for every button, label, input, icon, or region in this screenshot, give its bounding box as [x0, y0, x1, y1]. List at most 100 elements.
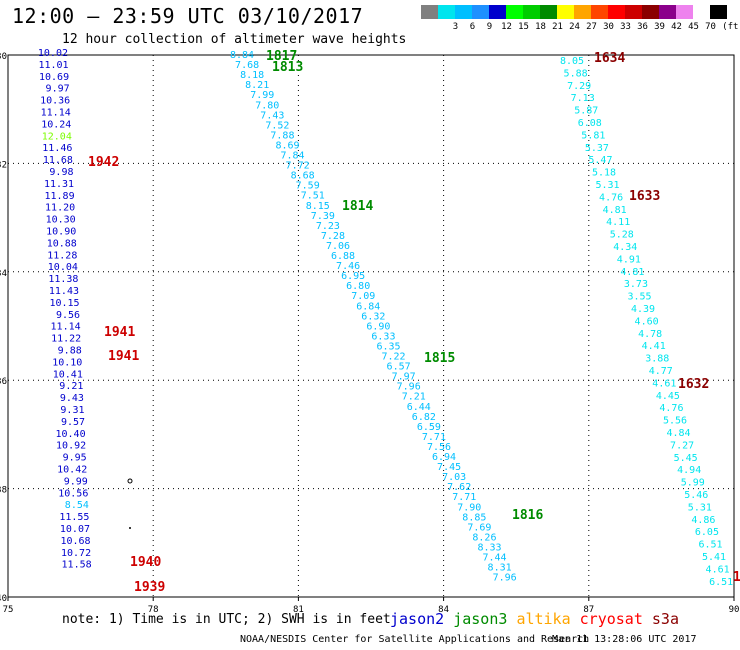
scale-swatch	[472, 5, 489, 19]
wave-height-value: 5.37	[585, 143, 609, 154]
scale-label: 18	[535, 22, 546, 32]
pass-number-label: 1634	[594, 51, 625, 66]
wave-height-value: 5.31	[688, 502, 712, 513]
wave-height-value: 10.90	[46, 227, 76, 238]
wave-height-value: 10.04	[48, 262, 78, 273]
wave-height-value: 10.36	[40, 96, 70, 107]
scale-label: 6	[469, 22, 476, 32]
wave-height-value: 8.33	[477, 542, 501, 553]
wave-height-value: 7.09	[351, 291, 375, 302]
wave-height-value: 7.51	[301, 191, 325, 202]
wave-height-value: 7.45	[437, 462, 461, 473]
wave-height-value: 4.41	[642, 341, 666, 352]
wave-height-value: 7.28	[321, 231, 345, 242]
scale-unit: (ft)	[722, 22, 740, 32]
pass-number-label: 1817	[266, 49, 297, 64]
wave-height-value: 8.05	[560, 56, 584, 67]
wave-height-value: 5.47	[588, 155, 612, 166]
scale-swatch	[523, 5, 540, 19]
wave-height-value: 8.69	[275, 140, 299, 151]
wave-height-value: 10.24	[41, 119, 71, 130]
wave-height-value: 11.43	[49, 286, 79, 297]
credit-line: NOAA/NESDIS Center for Satellite Applica…	[240, 634, 590, 645]
wave-height-value: 9.43	[60, 393, 84, 404]
wave-height-value: 9.21	[59, 381, 83, 392]
wave-height-value: 6.94	[432, 452, 456, 463]
chart-subtitle: 12 hour collection of altimeter wave hei…	[62, 32, 407, 47]
x-tick-label: 78	[148, 605, 159, 615]
scale-label: 30	[603, 22, 614, 32]
pass-number-label: 1941	[108, 349, 139, 364]
wave-height-value: 9.56	[56, 310, 80, 321]
wave-height-value: 8.54	[65, 500, 89, 511]
wave-height-value: 9.99	[64, 476, 88, 487]
wave-height-value: 5.87	[574, 106, 598, 117]
wave-height-value: 5.46	[684, 490, 708, 501]
wave-height-value: 10.56	[58, 488, 88, 499]
wave-height-value: 7.27	[670, 440, 694, 451]
wave-height-value: 4.94	[677, 465, 701, 476]
pass-number-label: 1	[733, 570, 740, 585]
scale-swatch	[557, 5, 574, 19]
x-tick-label: 81	[293, 605, 304, 615]
wave-height-value: 4.81	[603, 205, 627, 216]
wave-height-value: 11.20	[45, 203, 75, 214]
wave-height-value: 10.69	[39, 72, 69, 83]
wave-height-value: 11.89	[44, 191, 74, 202]
scale-swatch	[540, 5, 557, 19]
satellite-legend: jason2 jason3 altika cryosat s3a	[390, 610, 679, 628]
legend-altika: altika	[516, 610, 580, 628]
pass-number-label: 1941	[104, 325, 135, 340]
wave-height-value: 7.46	[336, 261, 360, 272]
scale-swatch	[455, 5, 472, 19]
wave-height-value: 5.41	[702, 552, 726, 563]
wave-height-value: 10.41	[53, 369, 83, 380]
wave-height-value: 4.76	[599, 192, 623, 203]
wave-height-value: 7.21	[402, 392, 426, 403]
wave-height-value: 8.26	[472, 532, 496, 543]
wave-height-value: 9.57	[61, 417, 85, 428]
wave-height-value: 6.59	[417, 422, 441, 433]
wave-height-value: 7.22	[382, 352, 406, 363]
wave-height-value: 7.97	[392, 372, 416, 383]
wave-height-value: 11.01	[38, 60, 68, 71]
wave-height-value: 5.45	[674, 453, 698, 464]
wave-height-value: 6.32	[361, 311, 385, 322]
scale-label: 9	[486, 22, 493, 32]
wave-height-value: 6.35	[376, 341, 400, 352]
wave-height-value: 7.03	[442, 472, 466, 483]
wave-height-value: 7.52	[265, 120, 289, 131]
scale-label: 39	[654, 22, 665, 32]
wave-height-value: 7.43	[260, 110, 284, 121]
wave-height-value: 9.88	[58, 346, 82, 357]
chart-title: 12:00 – 23:59 UTC 03/10/2017	[12, 4, 364, 28]
data-marker	[127, 478, 133, 484]
pass-number-label: 1940	[130, 555, 161, 570]
wave-height-value: 5.81	[581, 130, 605, 141]
scale-label: 21	[552, 22, 563, 32]
wave-height-value: 6.44	[407, 402, 431, 413]
scale-label: 42	[671, 22, 682, 32]
scale-label: 45	[688, 22, 699, 32]
x-tick-label: 90	[729, 605, 740, 615]
wave-height-value: 8.68	[291, 171, 315, 182]
wave-height-value: 10.88	[47, 238, 77, 249]
wave-height-value: 5.56	[663, 416, 687, 427]
legend-cryosat: cryosat	[579, 610, 652, 628]
wave-height-value: 5.88	[564, 68, 588, 79]
wave-height-value: 7.71	[452, 492, 476, 503]
pass-number-label: 1813	[272, 60, 303, 75]
wave-height-value: 11.38	[48, 274, 78, 285]
scale-swatch	[438, 5, 455, 19]
wave-height-value: 7.62	[447, 482, 471, 493]
wave-height-value: 11.22	[51, 334, 81, 345]
wave-height-value: 4.39	[631, 304, 655, 315]
scale-label: 70	[705, 22, 716, 32]
wave-height-value: 3.73	[624, 279, 648, 290]
data-marker	[129, 527, 131, 529]
wave-height-value: 7.23	[316, 221, 340, 232]
scale-swatch	[421, 5, 438, 19]
wave-height-value: 10.40	[55, 429, 85, 440]
wave-height-value: 7.56	[427, 442, 451, 453]
wave-height-value: 3.55	[627, 292, 651, 303]
